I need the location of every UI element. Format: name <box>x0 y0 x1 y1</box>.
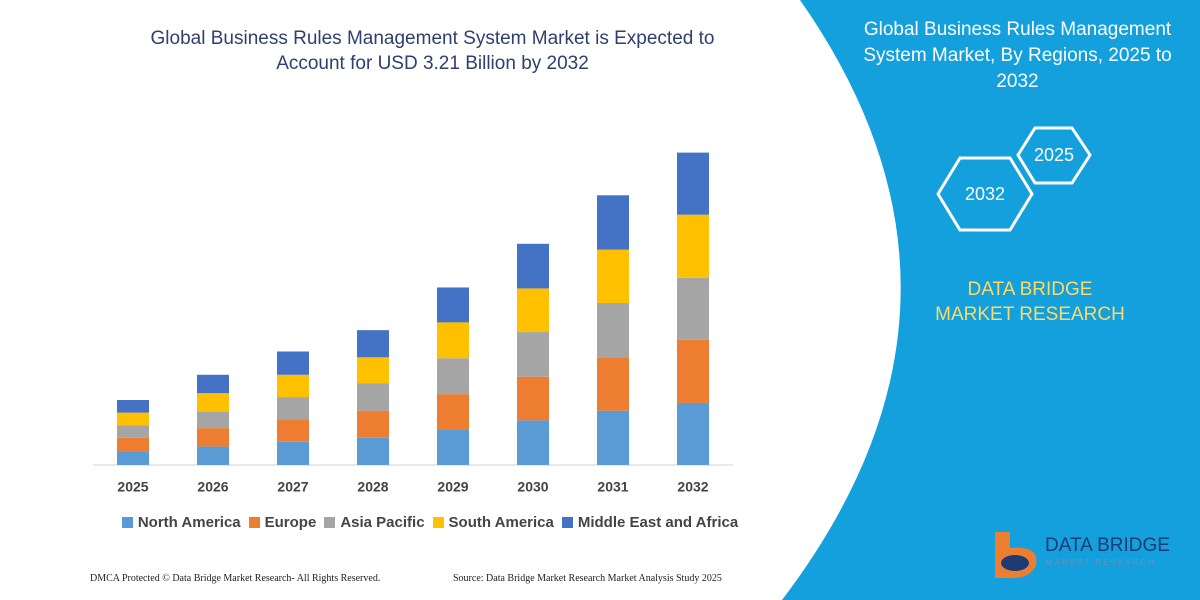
bar-segment <box>517 376 549 421</box>
bar-segment <box>517 420 549 465</box>
x-tick-label: 2025 <box>117 479 148 495</box>
brand: DATA BRIDGE MARKET RESEARCH <box>935 279 1125 325</box>
bar-segment <box>357 383 389 411</box>
bar-segment <box>117 425 149 438</box>
x-tick-label: 2032 <box>677 479 708 495</box>
bar-segment <box>437 358 469 395</box>
legend-label: Asia Pacific <box>340 514 425 531</box>
bar-segment <box>277 374 309 398</box>
x-tick-label: 2028 <box>357 479 388 495</box>
legend-swatch <box>432 517 444 528</box>
bar-segment <box>437 287 469 323</box>
bar-segment <box>197 428 229 447</box>
bar-segment <box>277 441 309 465</box>
bar-segment <box>517 288 549 333</box>
bar-segment <box>117 400 149 413</box>
legend-swatch <box>324 517 336 528</box>
bar-segment <box>277 419 309 442</box>
hexagon-label: 2025 <box>1034 145 1074 165</box>
bar-segment <box>437 322 469 359</box>
legend-label: Europe <box>264 514 317 531</box>
legend-item: Middle East and Africa <box>561 514 739 531</box>
panel-title: Global Business Rules Management System … <box>863 19 1172 92</box>
chart-title: Global Business Rules Management System … <box>150 28 715 74</box>
legend-swatch <box>121 517 133 528</box>
x-tick-label: 2027 <box>277 479 308 495</box>
bar-segment <box>357 330 389 358</box>
hexagon <box>936 156 1034 232</box>
x-tick-label: 2030 <box>517 479 548 495</box>
footer-left: DMCA Protected © Data Bridge Market Rese… <box>90 573 381 584</box>
x-tick-label: 2026 <box>197 479 228 495</box>
legend-item: Europe <box>248 514 317 531</box>
legend: North America Europe Asia Pacific South Ame… <box>90 514 770 531</box>
bar-segment <box>357 437 389 465</box>
legend-item: South America <box>432 514 554 531</box>
hexagon <box>1016 126 1092 185</box>
legend-label: South America <box>448 514 554 531</box>
bar-segment <box>277 351 309 375</box>
bar-segment <box>357 410 389 438</box>
x-tick-label: 2029 <box>437 479 468 495</box>
bar-segment <box>597 410 629 465</box>
bar-segment <box>357 357 389 384</box>
bar-segment <box>197 393 229 412</box>
bar-segment <box>597 195 629 250</box>
legend-label: Middle East and Africa <box>577 514 739 531</box>
bar-segment <box>677 214 709 278</box>
bar-segment <box>197 374 229 394</box>
bar-segment <box>597 357 629 411</box>
bar-segment <box>677 277 709 340</box>
legend-swatch <box>561 517 573 528</box>
bar-segment <box>117 412 149 426</box>
bar-segment <box>677 402 709 465</box>
hexagon-label: 2032 <box>965 184 1005 204</box>
legend-swatch <box>248 517 260 528</box>
bar-segment <box>437 394 469 430</box>
x-tick-label: 2031 <box>597 479 628 495</box>
logo-tagline: MARKET RESEARCH <box>1046 558 1156 567</box>
legend-label: North America <box>137 514 241 531</box>
bar-segment <box>197 411 229 429</box>
logo-mark <box>1001 555 1029 571</box>
footer-right: Source: Data Bridge Market Research Mark… <box>453 573 722 584</box>
bar-segment <box>597 302 629 358</box>
logo-name: DATA BRIDGE <box>1045 535 1170 556</box>
bar-segment <box>437 429 469 465</box>
bar-segment <box>117 451 149 465</box>
legend-item: Asia Pacific <box>324 514 425 531</box>
side-panel <box>782 0 1200 600</box>
bar-segment <box>517 332 549 377</box>
bar-segment <box>597 249 629 303</box>
legend-item: North America <box>121 514 241 531</box>
bar-segment <box>117 437 149 452</box>
bar-segment <box>677 152 709 215</box>
bar-segment <box>197 446 229 465</box>
bar-segment <box>277 397 309 420</box>
bar-segment <box>677 339 709 403</box>
bar-segment <box>517 243 549 289</box>
